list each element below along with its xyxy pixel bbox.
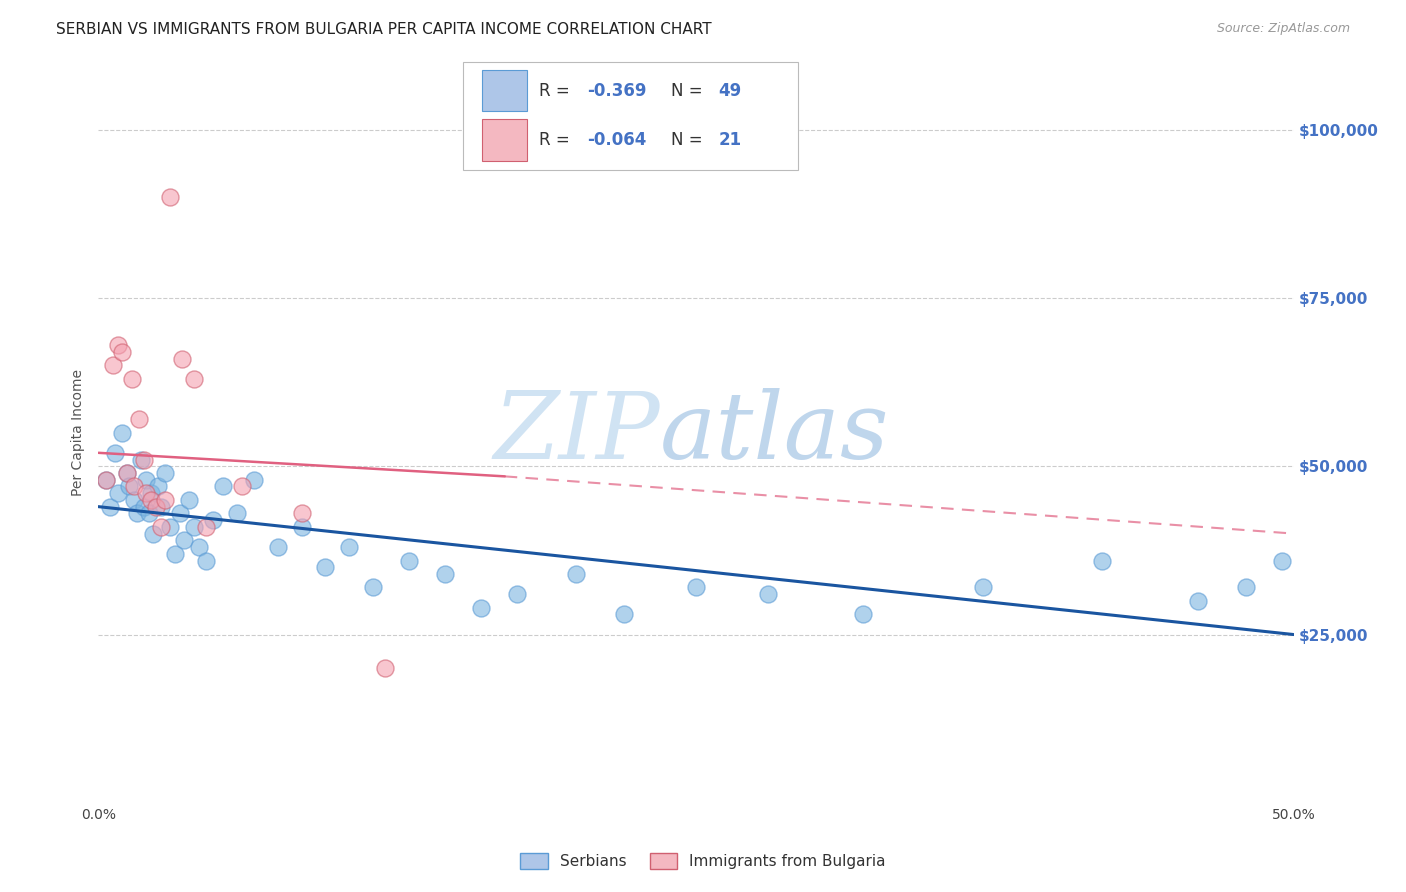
Text: ZIP: ZIP [494,388,661,477]
Point [756,587,779,601]
Point [231,479,253,493]
FancyBboxPatch shape [463,62,797,169]
Point [267,540,290,554]
Point [434,566,457,581]
Point [163,547,186,561]
Point [98,500,122,514]
Point [155,466,177,480]
Text: -0.369: -0.369 [588,81,647,100]
Point [132,452,155,467]
Point [94,473,117,487]
Point [291,520,314,534]
Text: R =: R = [540,131,575,149]
Point [506,587,529,601]
Point [159,190,181,204]
Point [107,486,129,500]
Point [159,520,181,534]
Point [131,452,153,467]
Text: -0.064: -0.064 [588,131,647,149]
Point [94,473,117,487]
Legend: Serbians, Immigrants from Bulgaria: Serbians, Immigrants from Bulgaria [515,847,891,875]
Text: 49: 49 [718,81,742,100]
Point [121,372,143,386]
Point [172,351,194,366]
Point [128,412,150,426]
Point [155,492,177,507]
Point [291,507,314,521]
Point [685,581,707,595]
Point [132,500,155,514]
Point [374,661,396,675]
Point [118,479,141,493]
Point [139,486,162,500]
Point [1091,553,1114,567]
Point [195,553,218,567]
Point [145,500,167,514]
Point [852,607,875,622]
Point [226,507,249,521]
Point [124,479,146,493]
Text: N =: N = [671,81,707,100]
Text: atlas: atlas [661,388,890,477]
Point [135,486,157,500]
Point [135,473,157,487]
Point [173,533,195,548]
Point [398,553,420,567]
Point [111,344,134,359]
Text: Source: ZipAtlas.com: Source: ZipAtlas.com [1216,22,1350,36]
Point [138,507,160,521]
Point [613,607,636,622]
Point [115,466,138,480]
Point [104,446,127,460]
Point [211,479,233,493]
Point [149,520,172,534]
Point [243,473,266,487]
Point [139,492,162,507]
Text: SERBIAN VS IMMIGRANTS FROM BULGARIA PER CAPITA INCOME CORRELATION CHART: SERBIAN VS IMMIGRANTS FROM BULGARIA PER … [56,22,711,37]
Point [111,425,134,440]
Point [115,466,138,480]
Point [183,520,205,534]
Point [1187,594,1209,608]
Point [315,560,337,574]
Text: R =: R = [540,81,575,100]
Point [169,507,191,521]
Point [125,507,148,521]
Point [142,526,165,541]
Point [107,338,129,352]
Point [363,581,385,595]
Point [202,513,225,527]
Point [124,492,146,507]
Text: N =: N = [671,131,707,149]
Text: 21: 21 [718,131,742,149]
Point [339,540,361,554]
Point [179,492,201,507]
Point [101,359,124,373]
Point [565,566,588,581]
Point [187,540,209,554]
Point [148,479,170,493]
Point [149,500,172,514]
FancyBboxPatch shape [482,120,527,161]
Y-axis label: Per Capita Income: Per Capita Income [72,369,86,496]
Point [972,581,994,595]
Point [1234,581,1257,595]
Point [470,600,492,615]
Point [183,372,205,386]
FancyBboxPatch shape [482,70,527,112]
Point [195,520,218,534]
Point [1271,553,1294,567]
